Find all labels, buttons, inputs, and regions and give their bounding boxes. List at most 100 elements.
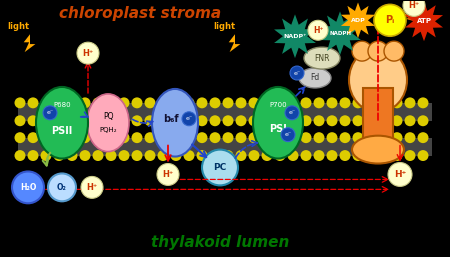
Circle shape: [352, 115, 364, 126]
Circle shape: [14, 150, 26, 161]
Circle shape: [12, 171, 44, 203]
Circle shape: [301, 150, 311, 161]
Circle shape: [40, 97, 51, 108]
Polygon shape: [341, 2, 375, 38]
Polygon shape: [274, 14, 316, 58]
Circle shape: [54, 132, 64, 143]
Circle shape: [210, 97, 220, 108]
Ellipse shape: [304, 47, 340, 69]
Circle shape: [327, 132, 338, 143]
Circle shape: [235, 150, 247, 161]
Text: H⁺: H⁺: [82, 49, 94, 58]
Circle shape: [314, 132, 324, 143]
Circle shape: [248, 115, 260, 126]
Polygon shape: [229, 34, 240, 52]
Text: PQ: PQ: [103, 112, 113, 121]
Circle shape: [327, 97, 338, 108]
Circle shape: [274, 150, 285, 161]
Circle shape: [210, 132, 220, 143]
Circle shape: [418, 115, 428, 126]
Circle shape: [182, 112, 196, 126]
Circle shape: [222, 97, 234, 108]
Circle shape: [131, 132, 143, 143]
Ellipse shape: [349, 48, 407, 112]
Circle shape: [327, 115, 338, 126]
Circle shape: [171, 132, 181, 143]
Circle shape: [158, 150, 168, 161]
Circle shape: [392, 97, 402, 108]
Circle shape: [392, 132, 402, 143]
Circle shape: [27, 150, 39, 161]
Circle shape: [378, 97, 390, 108]
Circle shape: [80, 115, 90, 126]
Circle shape: [105, 97, 117, 108]
Circle shape: [40, 150, 51, 161]
Circle shape: [80, 132, 90, 143]
Circle shape: [222, 115, 234, 126]
Circle shape: [158, 115, 168, 126]
Circle shape: [418, 97, 428, 108]
Bar: [18, 138, 432, 155]
Circle shape: [144, 132, 156, 143]
Circle shape: [288, 132, 298, 143]
Circle shape: [27, 97, 39, 108]
Circle shape: [144, 115, 156, 126]
Circle shape: [327, 150, 338, 161]
Circle shape: [248, 150, 260, 161]
Circle shape: [339, 115, 351, 126]
Ellipse shape: [87, 94, 129, 152]
Text: PSII: PSII: [51, 126, 72, 136]
Circle shape: [301, 115, 311, 126]
Circle shape: [314, 150, 324, 161]
Text: H₂O: H₂O: [20, 183, 36, 192]
Circle shape: [210, 115, 220, 126]
Circle shape: [365, 132, 377, 143]
Text: H⁺: H⁺: [162, 170, 174, 179]
Circle shape: [281, 128, 295, 142]
Circle shape: [27, 115, 39, 126]
Text: O₂: O₂: [57, 183, 67, 192]
Circle shape: [368, 41, 388, 61]
Circle shape: [418, 132, 428, 143]
Circle shape: [248, 132, 260, 143]
Text: H⁺: H⁺: [409, 1, 419, 10]
Circle shape: [171, 150, 181, 161]
Circle shape: [210, 150, 220, 161]
Circle shape: [131, 150, 143, 161]
Circle shape: [261, 150, 273, 161]
Circle shape: [378, 132, 390, 143]
Circle shape: [274, 132, 285, 143]
Text: Pᵢ: Pᵢ: [385, 15, 395, 25]
Circle shape: [158, 97, 168, 108]
Circle shape: [290, 66, 304, 80]
Circle shape: [197, 132, 207, 143]
Text: e⁻: e⁻: [293, 70, 301, 76]
Circle shape: [197, 115, 207, 126]
Circle shape: [80, 150, 90, 161]
Text: thylakoid lumen: thylakoid lumen: [151, 235, 289, 250]
Circle shape: [374, 4, 406, 36]
Text: PSI: PSI: [269, 124, 287, 134]
Circle shape: [67, 97, 77, 108]
Circle shape: [184, 97, 194, 108]
Circle shape: [14, 97, 26, 108]
Circle shape: [274, 115, 285, 126]
Text: ATP: ATP: [417, 18, 432, 24]
Circle shape: [235, 115, 247, 126]
Text: e⁻: e⁻: [288, 110, 296, 115]
Circle shape: [93, 115, 104, 126]
Circle shape: [171, 97, 181, 108]
Text: e⁻: e⁻: [46, 110, 54, 115]
Circle shape: [288, 150, 298, 161]
Text: NADP⁺: NADP⁺: [284, 34, 307, 39]
Text: PC: PC: [213, 163, 227, 172]
Circle shape: [418, 150, 428, 161]
Circle shape: [54, 115, 64, 126]
Bar: [363, 88, 393, 143]
Circle shape: [378, 115, 390, 126]
Circle shape: [67, 132, 77, 143]
Ellipse shape: [152, 89, 198, 157]
Circle shape: [248, 97, 260, 108]
Circle shape: [184, 115, 194, 126]
Circle shape: [405, 132, 415, 143]
